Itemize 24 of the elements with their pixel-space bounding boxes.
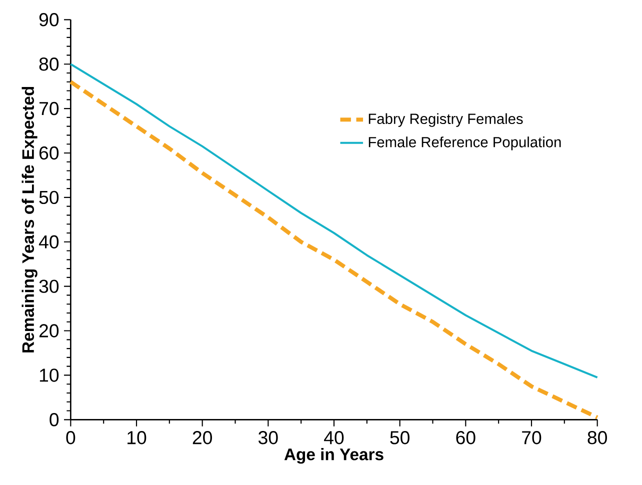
y-tick-label: 90 [39, 13, 59, 26]
x-tick-label: 80 [588, 431, 607, 444]
y-tick-label: 0 [50, 413, 59, 426]
x-axis-title: Age in Years [284, 448, 384, 464]
y-tick-label: 10 [40, 368, 59, 382]
x-tick-label: 10 [128, 431, 146, 444]
y-tick-label: 60 [39, 146, 59, 160]
legend-label: Fabry Registry Females [368, 113, 523, 127]
x-tick-label: 30 [258, 431, 278, 444]
y-tick-label: 40 [38, 235, 59, 248]
x-tick-label: 20 [192, 431, 212, 444]
line-series [70, 63, 598, 378]
y-tick-label: 30 [39, 280, 59, 293]
x-tick-label: 40 [324, 431, 344, 444]
x-tick-label: 0 [66, 431, 76, 444]
x-tick-label: 60 [456, 431, 476, 444]
x-tick-label: 70 [522, 431, 542, 444]
y-axis-title: Remaining Years of Life Expected [22, 86, 38, 352]
y-tick-label: 50 [39, 190, 59, 204]
y-tick-label: 70 [40, 102, 59, 116]
y-tick-label: 20 [39, 324, 59, 338]
legend-label: Female Reference Population [368, 136, 561, 150]
y-tick-label: 80 [39, 57, 59, 71]
x-tick-label: 50 [390, 431, 410, 444]
